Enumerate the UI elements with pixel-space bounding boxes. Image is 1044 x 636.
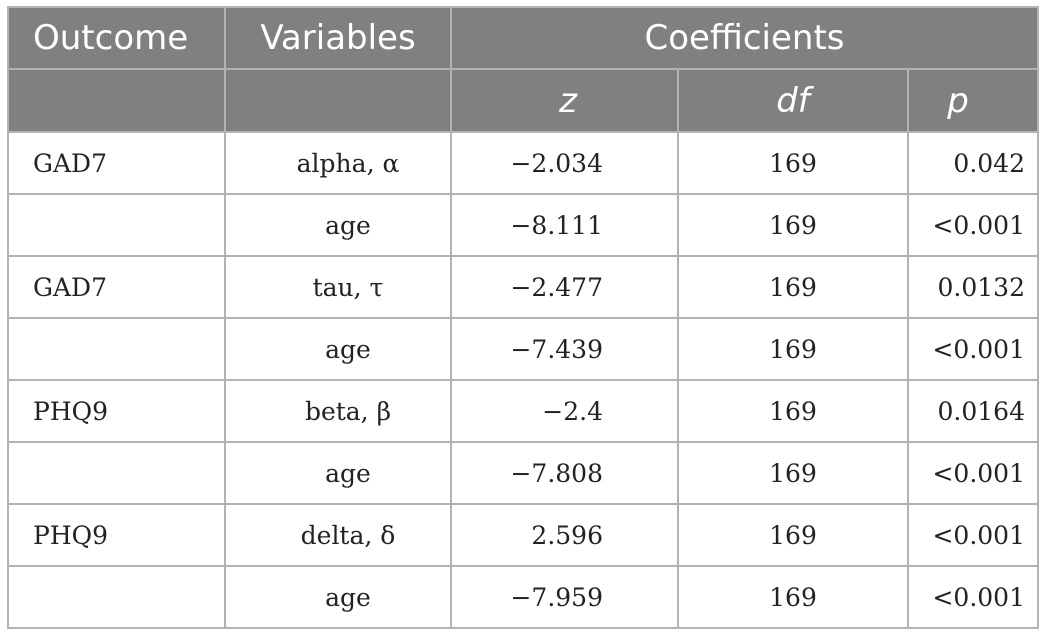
cell-variable: delta, δ <box>224 503 452 567</box>
header-z: z <box>450 68 679 133</box>
cell-outcome: PHQ9 <box>7 379 226 443</box>
cell-outcome: GAD7 <box>7 255 226 319</box>
header-blank-variables <box>224 68 452 133</box>
cell-p: <0.001 <box>907 565 1039 629</box>
results-table-container: Outcome Variables Coefficients z df p GA… <box>7 6 1039 629</box>
table-row: age −8.111 169 <0.001 <box>7 193 1039 257</box>
cell-p: <0.001 <box>907 441 1039 505</box>
cell-df: 169 <box>677 379 909 443</box>
cell-variable: age <box>224 193 452 257</box>
header-blank-outcome <box>7 68 226 133</box>
table-row: age −7.808 169 <0.001 <box>7 441 1039 505</box>
header-variables: Variables <box>224 6 452 70</box>
cell-z: 2.596 <box>450 503 679 567</box>
header-coefficients: Coefficients <box>450 6 1039 70</box>
cell-outcome <box>7 565 226 629</box>
header-row-1: Outcome Variables Coefficients <box>7 6 1039 70</box>
cell-outcome: GAD7 <box>7 131 226 195</box>
cell-outcome <box>7 441 226 505</box>
table-body: GAD7 alpha, α −2.034 169 0.042 age −8.11… <box>7 131 1039 629</box>
cell-variable: tau, τ <box>224 255 452 319</box>
cell-z: −2.4 <box>450 379 679 443</box>
cell-df: 169 <box>677 503 909 567</box>
cell-p: 0.0164 <box>907 379 1039 443</box>
cell-z: −7.808 <box>450 441 679 505</box>
header-df: df <box>677 68 909 133</box>
cell-variable: beta, β <box>224 379 452 443</box>
cell-p: 0.0132 <box>907 255 1039 319</box>
cell-variable: age <box>224 441 452 505</box>
cell-outcome: PHQ9 <box>7 503 226 567</box>
cell-z: −2.477 <box>450 255 679 319</box>
cell-z: −7.439 <box>450 317 679 381</box>
header-outcome: Outcome <box>7 6 226 70</box>
cell-p: <0.001 <box>907 317 1039 381</box>
cell-z: −8.111 <box>450 193 679 257</box>
table-header: Outcome Variables Coefficients z df p <box>7 6 1039 133</box>
cell-z: −2.034 <box>450 131 679 195</box>
cell-outcome <box>7 317 226 381</box>
header-row-2: z df p <box>7 68 1039 133</box>
table-row: PHQ9 delta, δ 2.596 169 <0.001 <box>7 503 1039 567</box>
cell-p: <0.001 <box>907 503 1039 567</box>
table-row: age −7.959 169 <0.001 <box>7 565 1039 629</box>
cell-z: −7.959 <box>450 565 679 629</box>
cell-variable: age <box>224 565 452 629</box>
cell-df: 169 <box>677 255 909 319</box>
cell-df: 169 <box>677 441 909 505</box>
cell-p: 0.042 <box>907 131 1039 195</box>
table-row: GAD7 tau, τ −2.477 169 0.0132 <box>7 255 1039 319</box>
cell-df: 169 <box>677 317 909 381</box>
cell-variable: alpha, α <box>224 131 452 195</box>
cell-df: 169 <box>677 131 909 195</box>
table-row: GAD7 alpha, α −2.034 169 0.042 <box>7 131 1039 195</box>
table-row: age −7.439 169 <0.001 <box>7 317 1039 381</box>
cell-outcome <box>7 193 226 257</box>
results-table: Outcome Variables Coefficients z df p GA… <box>7 6 1039 629</box>
cell-df: 169 <box>677 565 909 629</box>
cell-variable: age <box>224 317 452 381</box>
cell-p: <0.001 <box>907 193 1039 257</box>
cell-df: 169 <box>677 193 909 257</box>
header-p: p <box>907 68 1039 133</box>
table-row: PHQ9 beta, β −2.4 169 0.0164 <box>7 379 1039 443</box>
